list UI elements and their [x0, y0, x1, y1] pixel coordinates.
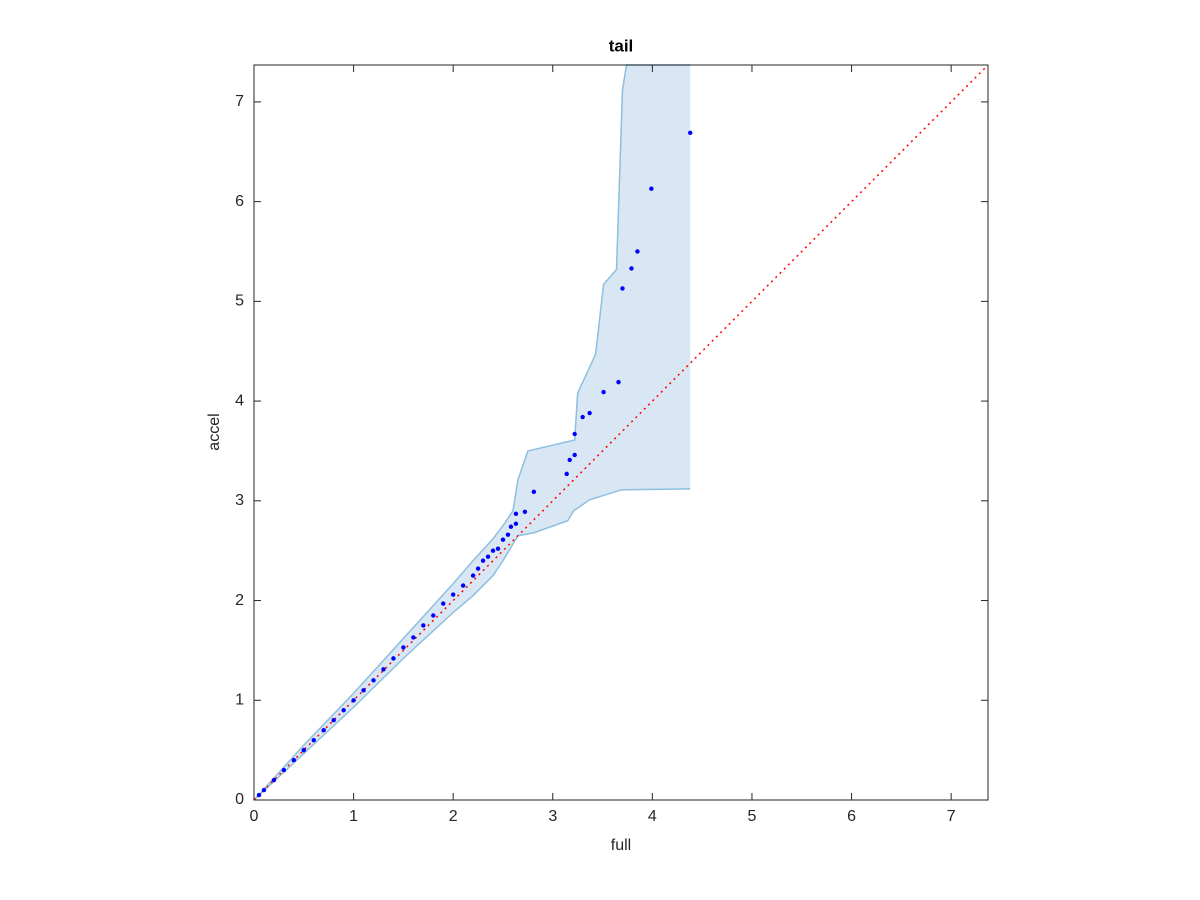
band-lower-edge: [253, 488, 691, 801]
x-axis-label: full: [611, 837, 631, 854]
point: [401, 645, 406, 650]
y-tick-label: 2: [235, 592, 244, 609]
x-tick-label: 0: [250, 808, 259, 825]
x-tick-label: 7: [947, 808, 956, 825]
point: [505, 532, 511, 537]
y-axis-label: accel: [206, 413, 223, 450]
point: [311, 737, 316, 743]
point: [291, 757, 297, 763]
reference-line: [253, 64, 989, 801]
point: [341, 708, 346, 713]
point: [629, 266, 634, 271]
x-tick-label: 2: [449, 808, 458, 825]
y-tick-label: 0: [235, 791, 244, 808]
point: [371, 678, 376, 683]
band-upper-edge: [253, 64, 691, 801]
confidence-band: [254, 65, 691, 800]
point: [490, 548, 496, 553]
point: [441, 601, 446, 606]
point: [572, 452, 577, 458]
point: [587, 410, 592, 416]
x-tick-label: 5: [748, 808, 757, 825]
point: [475, 566, 481, 571]
point: [381, 667, 386, 672]
point: [688, 130, 693, 136]
point: [513, 511, 519, 516]
point: [480, 558, 486, 563]
y-tick-label: 7: [235, 93, 244, 110]
x-tick-label: 3: [548, 808, 557, 825]
point: [361, 688, 366, 693]
point: [572, 431, 577, 437]
point: [431, 613, 436, 618]
point: [580, 414, 585, 420]
point: [635, 249, 640, 254]
point: [256, 792, 262, 798]
plot-area: [253, 64, 989, 801]
point: [271, 777, 277, 783]
point: [470, 573, 476, 578]
point: [513, 521, 519, 526]
point: [281, 767, 287, 773]
point: [261, 787, 267, 793]
y-tick-label: 6: [235, 193, 244, 210]
x-tick-label: 1: [349, 808, 358, 825]
y-tick-label: 1: [235, 691, 244, 708]
point: [450, 592, 456, 597]
chart-title: tail: [609, 36, 634, 55]
axes-box: [253, 64, 989, 801]
point: [620, 286, 625, 291]
point: [351, 698, 356, 703]
point: [601, 389, 606, 395]
point: [649, 186, 654, 191]
point: [500, 537, 506, 542]
point: [301, 747, 306, 753]
y-tick-label: 3: [235, 492, 244, 509]
point: [531, 489, 537, 495]
point: [460, 583, 466, 588]
point: [616, 379, 621, 385]
x-tick-label: 6: [847, 808, 856, 825]
point: [567, 457, 572, 463]
point: [485, 554, 491, 559]
point: [331, 718, 336, 723]
point: [411, 635, 416, 640]
point: [321, 727, 326, 733]
y-tick-label: 5: [235, 293, 244, 310]
point: [564, 471, 569, 477]
point: [495, 546, 501, 551]
point: [391, 656, 396, 661]
point: [508, 524, 514, 529]
point: [522, 509, 528, 514]
x-tick-label: 4: [648, 808, 657, 825]
y-tick-label: 4: [235, 392, 244, 409]
point: [421, 623, 426, 628]
